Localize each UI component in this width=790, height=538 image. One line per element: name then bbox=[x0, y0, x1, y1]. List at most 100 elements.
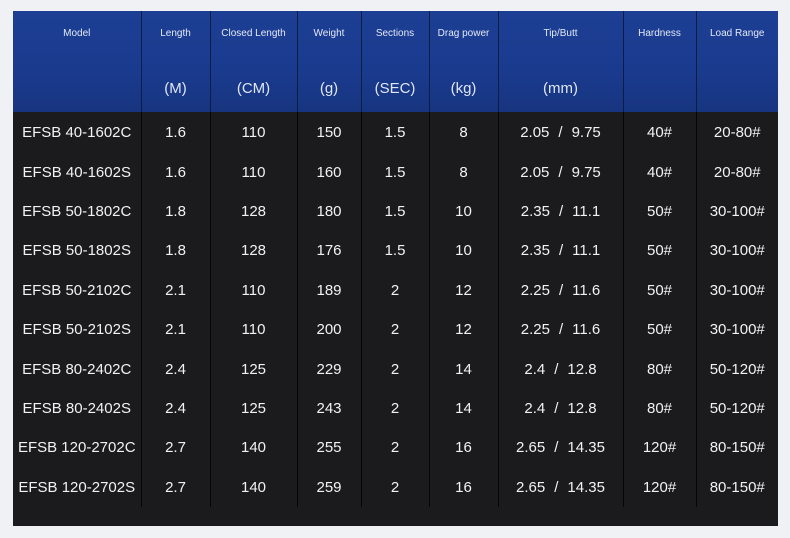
hardness-cell: 40# bbox=[623, 112, 697, 153]
closed-length-cell: 128 bbox=[210, 191, 298, 232]
length-cell: 1.8 bbox=[141, 191, 211, 232]
weight-cell: 176 bbox=[297, 231, 362, 271]
closed-length-cell: 110 bbox=[210, 152, 298, 192]
table-body: EFSB 40-1602C 1.6 110 150 1.5 8 2.05/9.75 40# 20… bbox=[13, 112, 778, 507]
butt-value: 14.35 bbox=[567, 478, 605, 496]
sections-cell: 2 bbox=[361, 428, 430, 468]
model-cell: EFSB 50-2102C bbox=[13, 270, 142, 310]
tip-butt-cell: 2.4 / 12.8 bbox=[498, 349, 624, 389]
column-header-unit: (M) bbox=[164, 80, 187, 97]
sections-cell: 1.5 bbox=[361, 191, 430, 232]
tip-butt-separator: / bbox=[554, 399, 559, 417]
tip-butt-cell: 2.25 / 11.6 bbox=[498, 270, 624, 310]
tip-butt-separator: / bbox=[558, 124, 563, 142]
tip-butt-cell: 2.35 / 11.1 bbox=[498, 191, 624, 232]
tip-butt-cell: 2.65 / 14.35 bbox=[498, 467, 624, 507]
butt-value: 9.75 bbox=[571, 124, 601, 142]
tip-butt-separator: / bbox=[554, 360, 559, 378]
closed-length-cell: 110 bbox=[210, 270, 298, 310]
butt-value: 9.75 bbox=[571, 163, 601, 181]
header-row: Model Length (M) Closed Length (CM) Weight (g)… bbox=[13, 11, 778, 112]
sections-cell: 1.5 bbox=[361, 112, 430, 153]
load-range-cell: 50-120# bbox=[709, 360, 765, 378]
butt-value: 12.8 bbox=[567, 399, 597, 417]
load-range-cell: 80-150# bbox=[709, 439, 765, 457]
table-row: EFSB 50-2102S 2.1 110 200 2 12 2.25 / 11.6 50# 30-… bbox=[13, 309, 778, 350]
column-header-name: Drag power bbox=[437, 28, 490, 39]
tip-value: 2.65 bbox=[516, 478, 546, 496]
weight-cell: 189 bbox=[297, 270, 362, 310]
length-cell: 2.1 bbox=[141, 270, 211, 310]
load-range-cell: 30-100# bbox=[709, 242, 765, 260]
column-header: Load Range bbox=[696, 11, 778, 112]
table-row: EFSB 120-2702C 2.7 140 255 2 16 2.65 / 14.35 120#… bbox=[13, 428, 778, 468]
table-row: EFSB 120-2702S 2.7 140 259 2 16 2.65 / 14.35 120#… bbox=[13, 467, 778, 507]
weight-cell: 200 bbox=[297, 309, 362, 350]
butt-value: 11.6 bbox=[572, 321, 601, 339]
hardness-cell: 50# bbox=[623, 191, 697, 232]
model-cell: EFSB 50-1802S bbox=[13, 231, 142, 271]
length-cell: 2.4 bbox=[141, 388, 211, 429]
tip-butt-cell: 2.05 / 9.75 bbox=[498, 152, 624, 192]
column-header-unit: (SEC) bbox=[374, 80, 416, 97]
tip-value: 2.05 bbox=[520, 124, 550, 142]
tip-value: 2.05 bbox=[520, 163, 550, 181]
table-row: EFSB 80-2402C 2.4 125 229 2 14 2.4/12.8 80# 50-1… bbox=[13, 349, 778, 389]
sections-cell: 1.5 bbox=[361, 152, 430, 192]
tip-value: 2.35 bbox=[520, 242, 550, 260]
column-header-name: Model bbox=[63, 28, 91, 39]
sections-cell: 2 bbox=[361, 349, 430, 389]
model-cell: EFSB 80-2402S bbox=[13, 388, 142, 429]
tip-value: 2.65 bbox=[516, 439, 546, 457]
load-range-cell: 30-100# bbox=[709, 281, 765, 299]
length-cell: 1.6 bbox=[141, 152, 211, 192]
column-header-name: Hardness bbox=[638, 28, 681, 39]
load-range-cell: 50-120# bbox=[709, 399, 765, 417]
length-cell: 1.6 bbox=[141, 112, 211, 153]
tip-value: 2.25 bbox=[520, 321, 550, 339]
butt-value: 11.6 bbox=[572, 281, 601, 299]
table-row: EFSB 50-1802C 1.8 128 180 1.5 10 2.35 / 11.1 50# 3… bbox=[13, 191, 778, 232]
tip-value: 2.4 bbox=[524, 360, 546, 378]
column-header: Model bbox=[13, 11, 142, 112]
drag-power-cell: 14 bbox=[429, 388, 499, 429]
tip-butt-separator: / bbox=[554, 478, 559, 496]
closed-length-cell: 140 bbox=[210, 428, 298, 468]
hardness-cell: 40# bbox=[623, 152, 697, 192]
column-header-name: Closed Length bbox=[221, 28, 286, 39]
sections-cell: 2 bbox=[361, 467, 430, 507]
tip-butt-cell: 2.25 / 11.6 bbox=[498, 309, 624, 350]
model-cell: EFSB 50-1802C bbox=[13, 191, 142, 232]
closed-length-cell: 140 bbox=[210, 467, 298, 507]
load-range-cell: 30-100# bbox=[709, 202, 765, 220]
tip-butt-cell: 2.65 / 14.35 bbox=[498, 428, 624, 468]
column-header-unit: (kg) bbox=[450, 80, 477, 97]
column-header: Sections (SEC) bbox=[361, 11, 430, 112]
drag-power-cell: 8 bbox=[429, 112, 499, 153]
weight-cell: 243 bbox=[297, 388, 362, 429]
tip-value: 2.25 bbox=[520, 281, 550, 299]
table-row: EFSB 80-2402S 2.4 125 243 2 14 2.4/12.8 80# 50-1… bbox=[13, 388, 778, 429]
tip-butt-separator: / bbox=[558, 242, 564, 260]
weight-cell: 160 bbox=[297, 152, 362, 192]
sections-cell: 1.5 bbox=[361, 231, 430, 271]
model-cell: EFSB 120-2702C bbox=[13, 428, 142, 468]
column-header: Tip/Butt (mm) bbox=[498, 11, 624, 112]
butt-value: 11.1 bbox=[572, 242, 601, 260]
hardness-cell: 50# bbox=[623, 309, 697, 350]
column-header-unit: (CM) bbox=[236, 80, 271, 97]
closed-length-cell: 125 bbox=[210, 349, 298, 389]
drag-power-cell: 14 bbox=[429, 349, 499, 389]
table-row: EFSB 50-1802S 1.8 128 176 1.5 10 2.35 / 11.1 50# 3… bbox=[13, 231, 778, 271]
length-cell: 2.7 bbox=[141, 467, 211, 507]
drag-power-cell: 16 bbox=[429, 428, 499, 468]
column-header: Hardness bbox=[623, 11, 697, 112]
tip-value: 2.35 bbox=[520, 202, 550, 220]
hardness-cell: 80# bbox=[623, 349, 697, 389]
column-header: Drag power (kg) bbox=[429, 11, 499, 112]
sections-cell: 2 bbox=[361, 309, 430, 350]
length-cell: 2.4 bbox=[141, 349, 211, 389]
tip-butt-cell: 2.4 / 12.8 bbox=[498, 388, 624, 429]
load-range-cell: 30-100# bbox=[709, 321, 765, 339]
hardness-cell: 50# bbox=[623, 270, 697, 310]
